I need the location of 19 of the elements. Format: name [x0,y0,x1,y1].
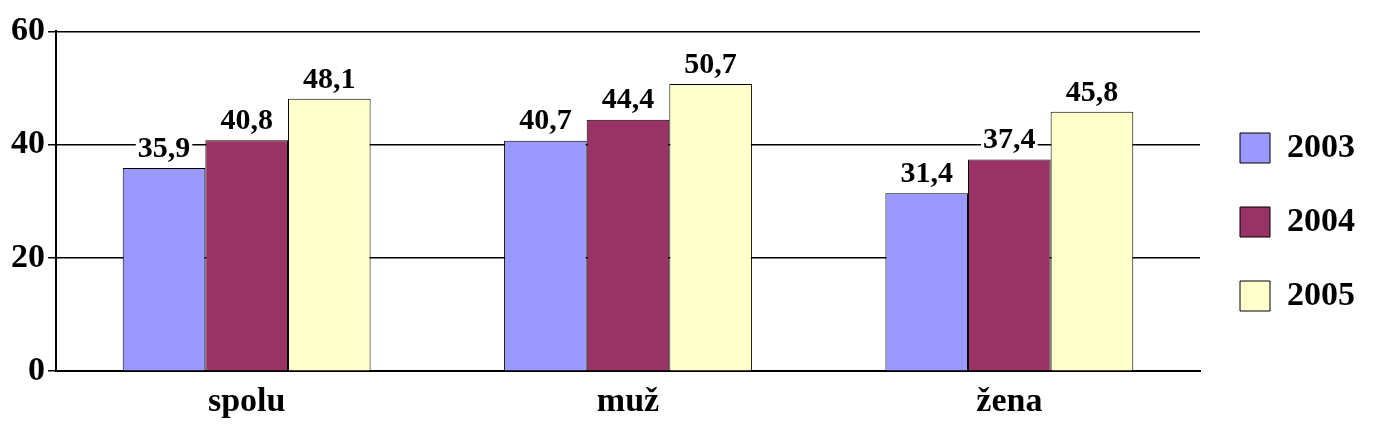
data-label: 31,4 [900,155,953,189]
y-tick-label: 20 [11,236,45,274]
x-tick-label: žena [976,381,1043,419]
y-tick-label: 60 [11,10,45,48]
data-label: 37,4 [983,121,1036,155]
data-label: 40,8 [220,101,273,135]
x-tick-label: spolu [207,381,286,419]
data-label: 50,7 [684,45,737,79]
data-label: 44,4 [601,81,655,115]
legend-label: 2004 [1287,200,1355,238]
x-tick-label: muž [596,381,660,419]
legend-label: 2003 [1287,126,1355,164]
data-label: 45,8 [1065,73,1119,107]
data-label: 40,7 [519,102,572,136]
data-label: 48,1 [303,60,356,94]
data-label: 35,9 [137,129,191,163]
y-tick-label: 0 [28,349,45,387]
y-tick-label: 40 [11,123,45,161]
legend-label: 2005 [1287,274,1355,312]
